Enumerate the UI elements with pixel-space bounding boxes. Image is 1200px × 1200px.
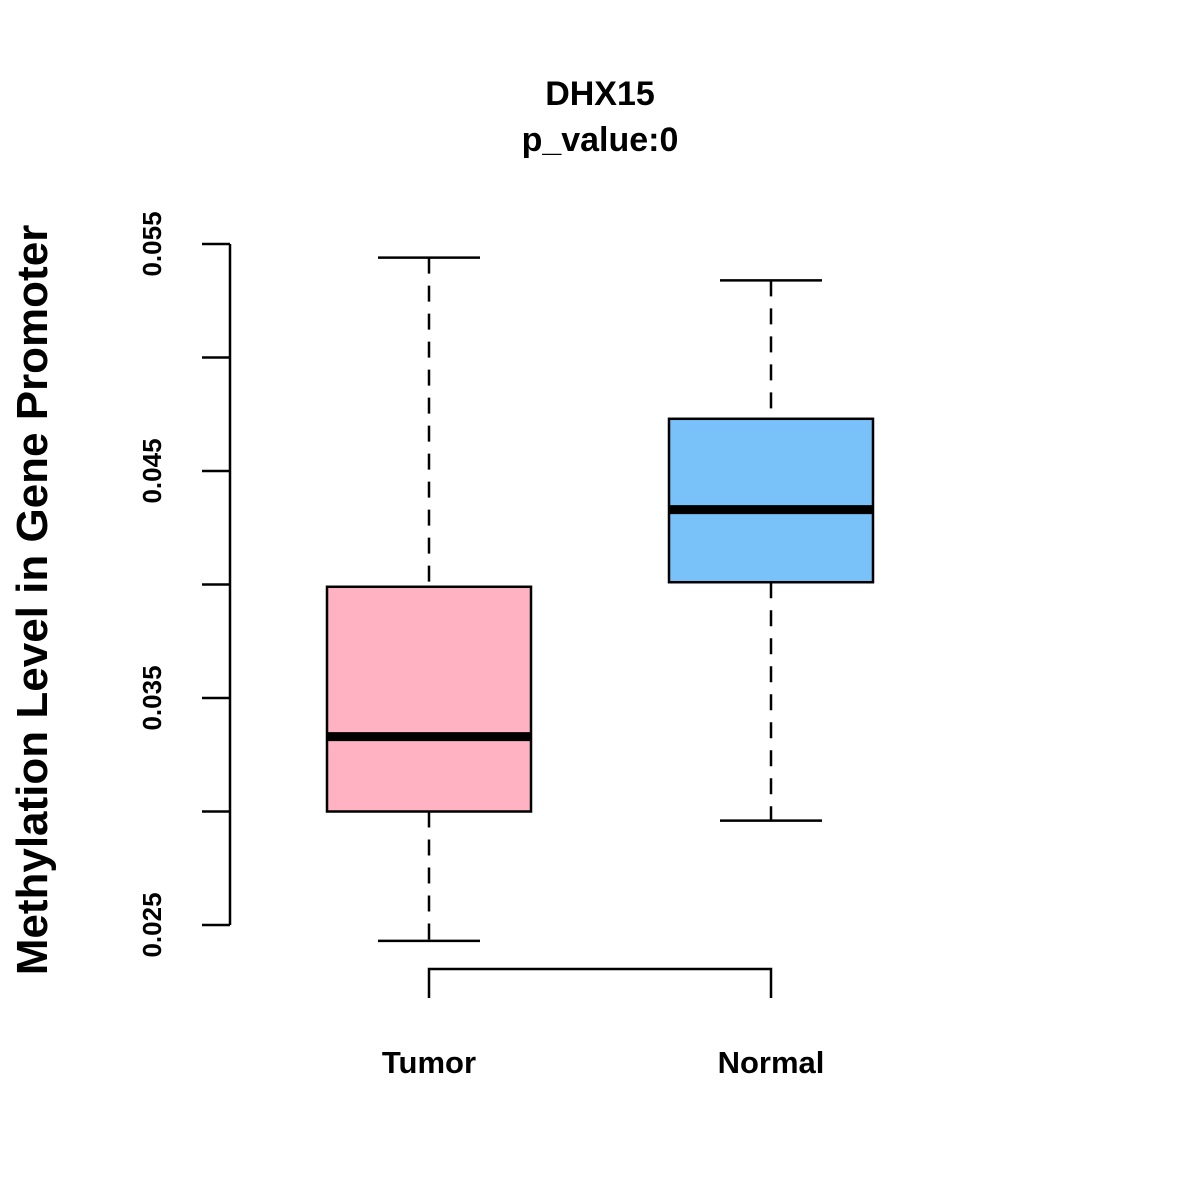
- y-tick-label: 0.035: [137, 665, 167, 730]
- y-axis: 0.025 0.035 0.045 0.055: [137, 211, 232, 958]
- box-normal: [667, 279, 875, 822]
- iqr-box: [667, 417, 875, 584]
- box-tumor: [325, 256, 533, 943]
- category-label-normal: Normal: [718, 1045, 825, 1080]
- chart-title: DHX15: [545, 75, 655, 113]
- category-label-tumor: Tumor: [382, 1045, 476, 1080]
- y-tick-label: 0.055: [137, 211, 167, 276]
- y-tick-label: 0.025: [137, 892, 167, 957]
- bracket-line: [427, 967, 773, 998]
- y-axis-label: Methylation Level in Gene Promoter: [8, 225, 57, 976]
- y-tick-label: 0.045: [137, 438, 167, 503]
- chart-subtitle: p_value:0: [522, 121, 679, 159]
- x-axis-labels: Tumor Normal: [382, 1045, 824, 1080]
- iqr-box: [325, 585, 533, 813]
- boxes-layer: [325, 256, 875, 943]
- comparison-bracket: [427, 967, 773, 998]
